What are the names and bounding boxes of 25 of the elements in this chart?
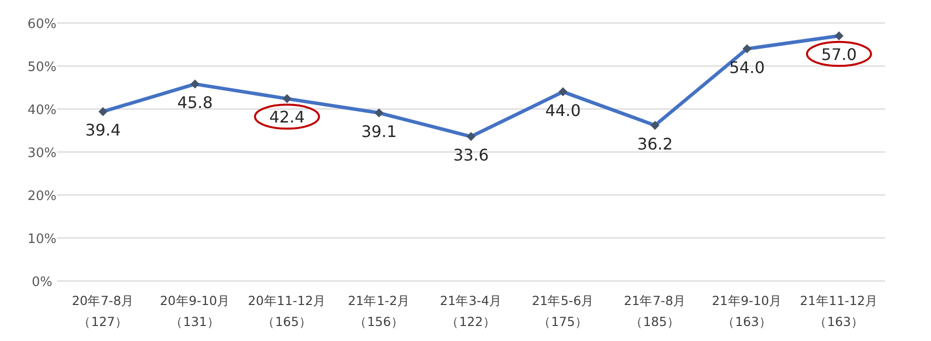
data-label: 57.0 (821, 44, 857, 64)
x-tick-label: 20年9-10月（131） (160, 293, 230, 329)
y-tick-label: 60% (28, 17, 56, 32)
data-label: 54.0 (729, 58, 765, 77)
y-tick-label: 10% (28, 232, 56, 247)
data-label: 36.2 (637, 134, 673, 154)
x-tick-label: 21年11-12月（163） (800, 293, 878, 329)
x-tick-label: 20年11-12月（165） (248, 293, 326, 329)
data-label: 45.8 (177, 93, 213, 112)
x-tick-label: 21年5-6月（175） (532, 293, 594, 329)
y-tick-label: 30% (28, 146, 56, 161)
y-tick-label: 0% (32, 275, 52, 290)
data-label: 33.6 (453, 146, 489, 165)
y-tick-label: 40% (28, 103, 56, 118)
x-tick-label: 21年9-10月（163） (712, 293, 782, 329)
y-tick-label: 20% (28, 189, 56, 204)
x-tick-label: 21年1-2月（156） (348, 293, 410, 329)
x-tick-label: 21年7-8月（185） (624, 293, 686, 329)
x-tick-label: 21年3-4月（122） (440, 293, 502, 329)
data-label: 44.0 (545, 100, 581, 120)
data-label: 39.1 (361, 122, 397, 141)
x-tick-label: 20年7-8月（127） (72, 293, 134, 329)
data-label: 42.4 (269, 108, 305, 127)
y-tick-label: 50% (28, 60, 56, 75)
data-label: 39.4 (85, 120, 121, 140)
